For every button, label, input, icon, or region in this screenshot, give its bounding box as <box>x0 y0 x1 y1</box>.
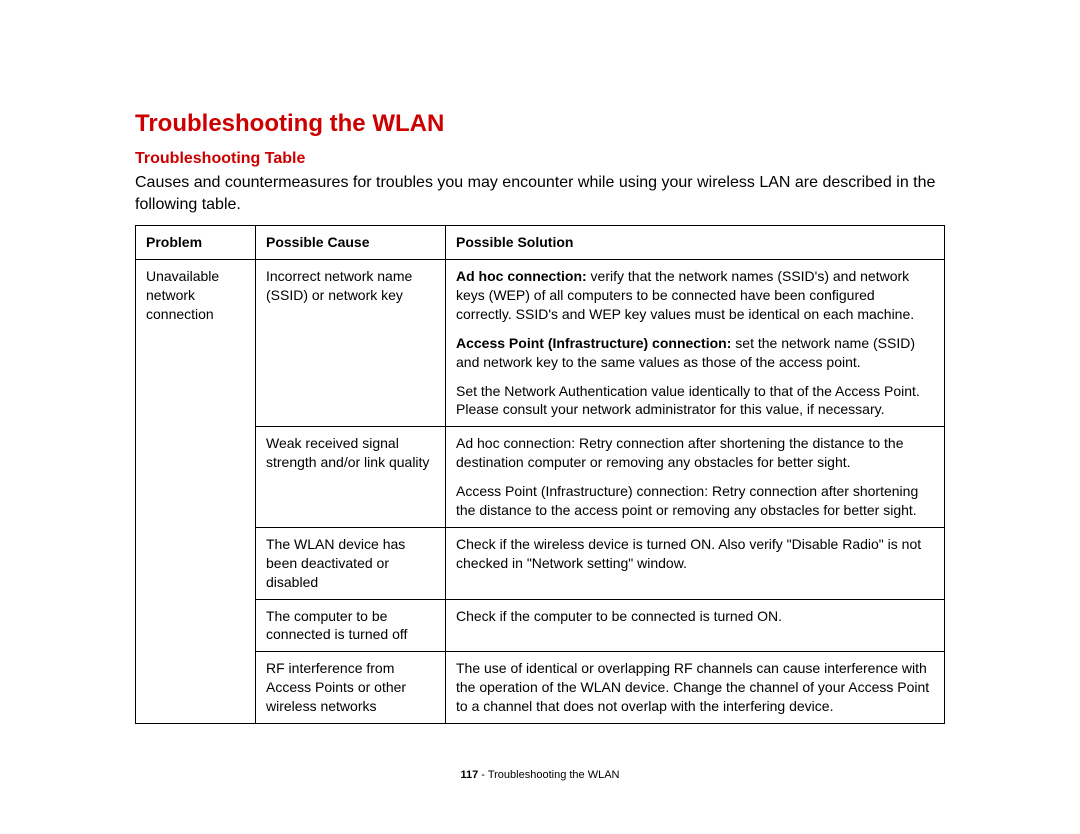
solution-text: Ad hoc connection: Retry connection afte… <box>456 435 904 470</box>
cell-cause: RF interference from Access Points or ot… <box>256 652 446 724</box>
table-header-row: Problem Possible Cause Possible Solution <box>136 226 945 260</box>
cell-solution: Check if the computer to be connected is… <box>446 599 945 652</box>
section-subtitle: Troubleshooting Table <box>135 150 945 168</box>
footer-separator: - <box>478 769 488 781</box>
cell-cause: The WLAN device has been deactivated or … <box>256 527 446 599</box>
cell-solution: Ad hoc connection: verify that the netwo… <box>446 260 945 427</box>
solution-text: Check if the wireless device is turned O… <box>456 536 921 571</box>
table-row: Weak received signal strength and/or lin… <box>136 427 945 528</box>
table-row: The computer to be connected is turned o… <box>136 599 945 652</box>
solution-text: Check if the computer to be connected is… <box>456 608 782 624</box>
intro-paragraph: Causes and countermeasures for troubles … <box>135 172 945 215</box>
solution-text: The use of identical or overlapping RF c… <box>456 660 929 714</box>
cell-cause: Weak received signal strength and/or lin… <box>256 427 446 528</box>
table-row: RF interference from Access Points or ot… <box>136 652 945 724</box>
col-header-cause: Possible Cause <box>256 226 446 260</box>
col-header-solution: Possible Solution <box>446 226 945 260</box>
page-title: Troubleshooting the WLAN <box>135 110 945 138</box>
cell-solution: Ad hoc connection: Retry connection afte… <box>446 427 945 528</box>
page-footer: 117 - Troubleshooting the WLAN <box>135 769 945 781</box>
table-row: The WLAN device has been deactivated or … <box>136 527 945 599</box>
col-header-problem: Problem <box>136 226 256 260</box>
cell-cause: The computer to be connected is turned o… <box>256 599 446 652</box>
cell-cause: Incorrect network name (SSID) or network… <box>256 260 446 427</box>
solution-lead: Access Point (Infrastructure) connection… <box>456 335 731 351</box>
cell-solution: Check if the wireless device is turned O… <box>446 527 945 599</box>
footer-section: Troubleshooting the WLAN <box>488 769 620 781</box>
troubleshooting-table: Problem Possible Cause Possible Solution… <box>135 225 945 724</box>
cell-problem: Unavailable network connection <box>136 260 256 724</box>
page-number: 117 <box>461 769 479 781</box>
cell-solution: The use of identical or overlapping RF c… <box>446 652 945 724</box>
solution-text: Access Point (Infrastructure) connection… <box>456 483 918 518</box>
solution-text: Set the Network Authentication value ide… <box>456 383 920 418</box>
table-row: Unavailable network connection Incorrect… <box>136 260 945 427</box>
solution-lead: Ad hoc connection: <box>456 268 587 284</box>
